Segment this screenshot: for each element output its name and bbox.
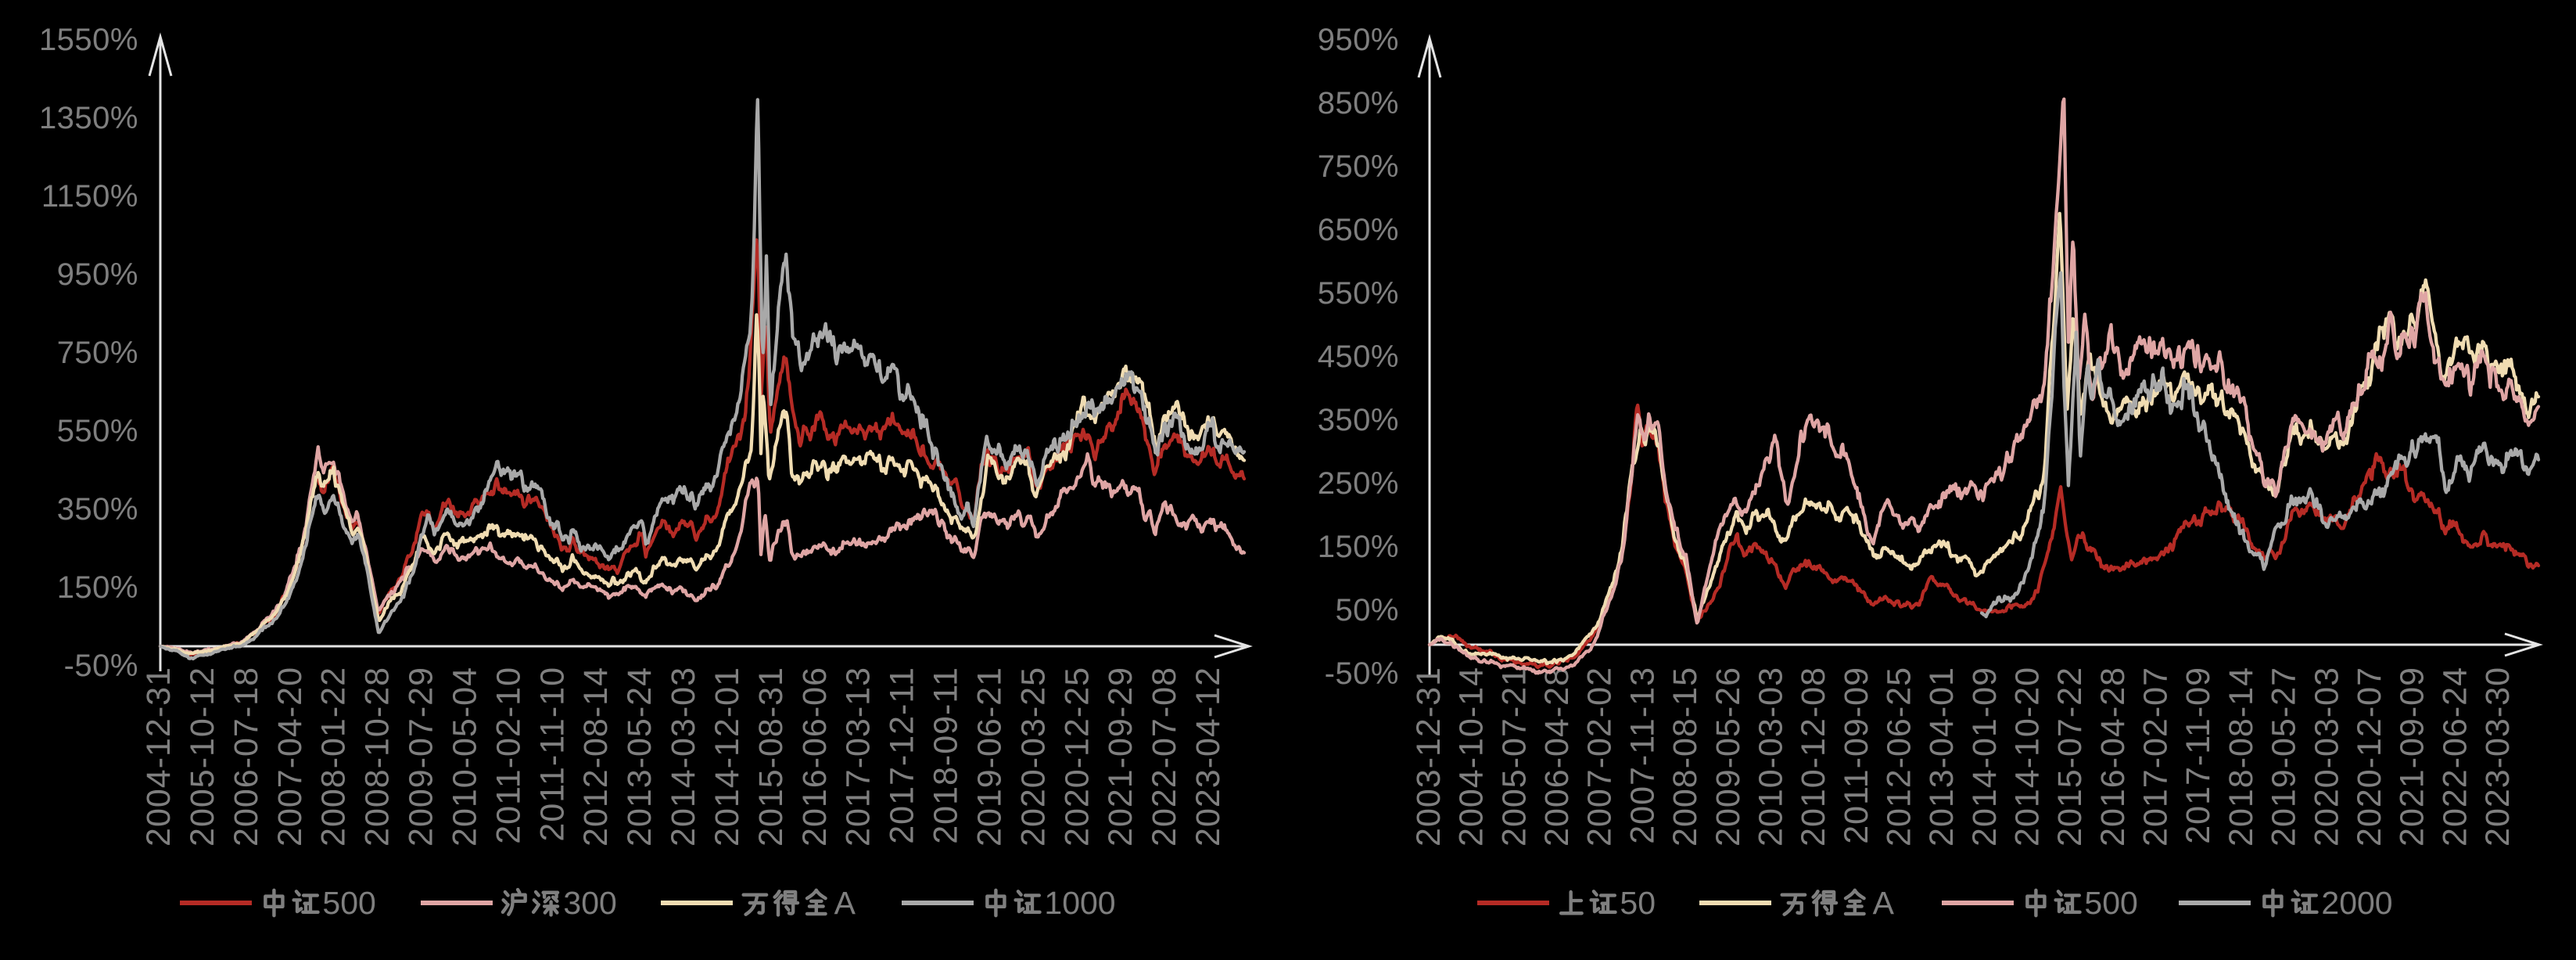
svg-text:2023-04-12: 2023-04-12 bbox=[1189, 667, 1227, 847]
svg-text:2013-05-24: 2013-05-24 bbox=[621, 667, 658, 847]
svg-text:500: 500 bbox=[322, 885, 375, 921]
svg-text:2020-12-25: 2020-12-25 bbox=[1058, 667, 1096, 847]
svg-text:-50%: -50% bbox=[64, 649, 138, 683]
svg-text:2021-09-29: 2021-09-29 bbox=[1102, 667, 1139, 847]
svg-text:2004-10-14: 2004-10-14 bbox=[1453, 667, 1491, 847]
svg-text:850%: 850% bbox=[1318, 86, 1399, 120]
svg-text:550%: 550% bbox=[1318, 276, 1399, 311]
svg-text:2003-12-31: 2003-12-31 bbox=[1410, 667, 1448, 847]
svg-text:2008-08-15: 2008-08-15 bbox=[1667, 667, 1704, 847]
svg-text:2018-08-14: 2018-08-14 bbox=[2223, 667, 2260, 847]
svg-text:150%: 150% bbox=[1318, 530, 1399, 564]
svg-text:2012-08-14: 2012-08-14 bbox=[577, 667, 615, 847]
svg-text:2012-06-25: 2012-06-25 bbox=[1881, 667, 1918, 847]
svg-text:350%: 350% bbox=[1318, 403, 1399, 437]
svg-text:50%: 50% bbox=[1335, 593, 1399, 627]
svg-text:2017-03-13: 2017-03-13 bbox=[840, 667, 877, 847]
svg-text:2006-04-28: 2006-04-28 bbox=[1538, 667, 1576, 847]
svg-text:2014-03-03: 2014-03-03 bbox=[665, 667, 702, 847]
svg-text:2018-09-11: 2018-09-11 bbox=[927, 667, 965, 844]
svg-text:2022-07-08: 2022-07-08 bbox=[1146, 667, 1183, 847]
svg-text:2010-12-08: 2010-12-08 bbox=[1795, 667, 1832, 847]
svg-text:2005-07-21: 2005-07-21 bbox=[1495, 667, 1533, 847]
svg-text:-50%: -50% bbox=[1325, 656, 1399, 691]
svg-text:2008-01-22: 2008-01-22 bbox=[315, 667, 353, 847]
svg-text:1150%: 1150% bbox=[41, 179, 138, 214]
svg-text:1350%: 1350% bbox=[39, 101, 138, 135]
svg-text:2019-05-27: 2019-05-27 bbox=[2266, 667, 2303, 847]
svg-text:2014-10-20: 2014-10-20 bbox=[2009, 667, 2047, 847]
svg-text:2015-07-22: 2015-07-22 bbox=[2051, 667, 2089, 847]
svg-text:550%: 550% bbox=[57, 414, 138, 448]
svg-text:1000: 1000 bbox=[1044, 885, 1115, 921]
svg-text:2021-09-09: 2021-09-09 bbox=[2394, 667, 2431, 847]
svg-text:450%: 450% bbox=[1318, 340, 1399, 374]
svg-text:2000: 2000 bbox=[2321, 885, 2392, 921]
svg-text:2020-03-25: 2020-03-25 bbox=[1014, 667, 1052, 847]
svg-text:650%: 650% bbox=[1318, 213, 1399, 247]
svg-text:2008-10-28: 2008-10-28 bbox=[359, 667, 396, 847]
svg-text:2006-07-18: 2006-07-18 bbox=[228, 667, 265, 847]
svg-text:2007-04-20: 2007-04-20 bbox=[271, 667, 309, 847]
svg-text:2009-05-26: 2009-05-26 bbox=[1710, 667, 1747, 847]
svg-text:2023-03-30: 2023-03-30 bbox=[2479, 667, 2517, 847]
svg-text:2017-11-09: 2017-11-09 bbox=[2180, 667, 2217, 844]
svg-text:2011-11-10: 2011-11-10 bbox=[533, 667, 571, 842]
svg-text:2010-03-03: 2010-03-03 bbox=[1752, 667, 1789, 847]
svg-text:2011-09-09: 2011-09-09 bbox=[1838, 667, 1875, 844]
svg-text:2016-06-06: 2016-06-06 bbox=[796, 667, 834, 847]
svg-text:A: A bbox=[1873, 885, 1895, 921]
svg-text:2007-02-02: 2007-02-02 bbox=[1581, 667, 1619, 847]
svg-text:500: 500 bbox=[2084, 885, 2137, 921]
svg-text:2017-02-07: 2017-02-07 bbox=[2137, 667, 2175, 847]
svg-text:2020-03-03: 2020-03-03 bbox=[2308, 667, 2345, 847]
svg-text:2007-11-13: 2007-11-13 bbox=[1623, 667, 1661, 844]
svg-text:750%: 750% bbox=[1318, 149, 1399, 184]
svg-text:A: A bbox=[834, 885, 856, 921]
svg-text:2013-04-01: 2013-04-01 bbox=[1923, 667, 1961, 847]
svg-text:2020-12-07: 2020-12-07 bbox=[2351, 667, 2388, 847]
svg-text:950%: 950% bbox=[1318, 23, 1399, 57]
svg-text:1550%: 1550% bbox=[39, 23, 138, 57]
svg-text:350%: 350% bbox=[57, 492, 138, 527]
svg-text:250%: 250% bbox=[1318, 466, 1399, 501]
svg-text:950%: 950% bbox=[57, 257, 138, 292]
svg-text:2014-12-01: 2014-12-01 bbox=[709, 667, 746, 847]
svg-text:2022-06-24: 2022-06-24 bbox=[2436, 667, 2474, 847]
svg-text:2004-12-31: 2004-12-31 bbox=[140, 667, 178, 847]
svg-text:2009-07-29: 2009-07-29 bbox=[403, 667, 440, 847]
svg-text:2011-02-10: 2011-02-10 bbox=[490, 667, 527, 844]
svg-text:2005-10-12: 2005-10-12 bbox=[184, 667, 221, 847]
svg-text:2010-05-04: 2010-05-04 bbox=[446, 667, 483, 847]
svg-text:300: 300 bbox=[563, 885, 616, 921]
svg-text:2019-06-21: 2019-06-21 bbox=[971, 667, 1009, 847]
svg-text:50: 50 bbox=[1620, 885, 1656, 921]
svg-text:2017-12-11: 2017-12-11 bbox=[884, 667, 921, 844]
svg-text:150%: 150% bbox=[57, 570, 138, 605]
svg-text:750%: 750% bbox=[57, 336, 138, 370]
svg-text:2014-01-09: 2014-01-09 bbox=[1966, 667, 2004, 847]
svg-text:2016-04-28: 2016-04-28 bbox=[2094, 667, 2132, 847]
svg-text:2015-08-31: 2015-08-31 bbox=[752, 667, 790, 847]
